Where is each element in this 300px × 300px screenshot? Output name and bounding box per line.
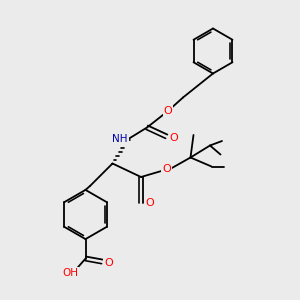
Text: O: O	[104, 258, 113, 268]
Text: O: O	[145, 197, 154, 208]
Text: NH: NH	[112, 134, 128, 145]
Text: O: O	[169, 133, 178, 143]
Text: O: O	[164, 106, 172, 116]
Text: O: O	[162, 164, 171, 175]
Text: OH: OH	[62, 268, 79, 278]
